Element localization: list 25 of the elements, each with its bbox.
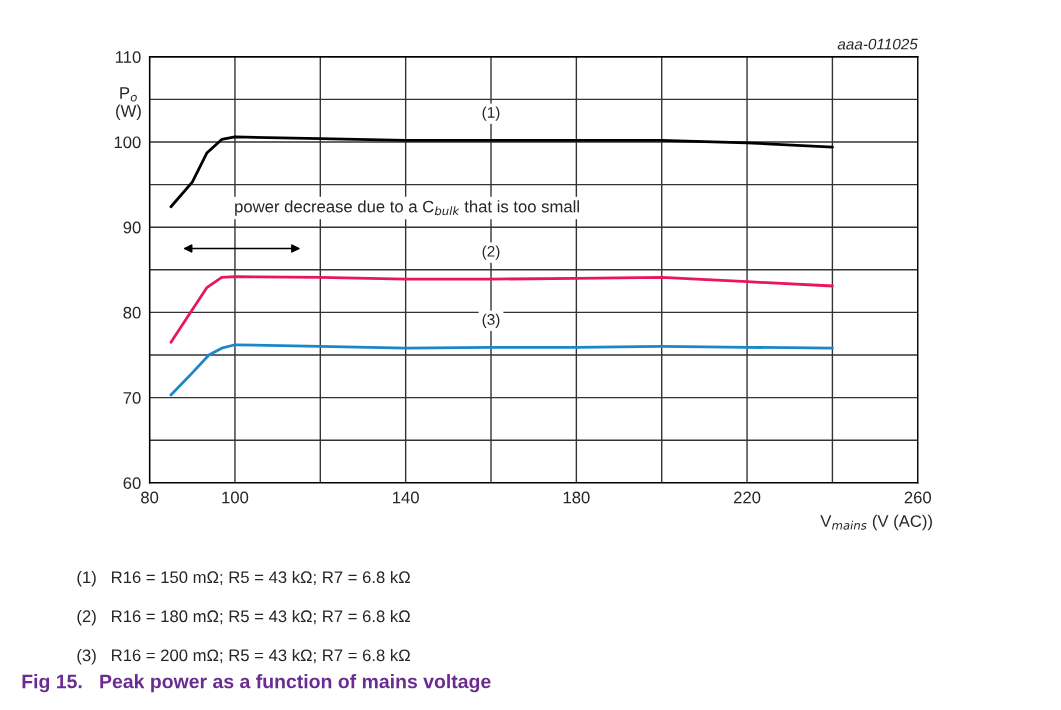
annotation: power decrease due to a C$_{bulk}$ that is too small <box>235 200 579 216</box>
x-tick-label: 80 <box>141 491 159 504</box>
text: Fig 15. Peak power as a function of mains voltage <box>22 674 491 693</box>
y-tick-label: 90 <box>123 221 141 234</box>
y-axis-title: P$_{o}$ (W) <box>116 87 141 121</box>
y-tick-label: 100 <box>114 136 141 149</box>
series-label: (2) <box>482 245 500 260</box>
series-label: (3) <box>482 313 500 328</box>
x-tick-label: 260 <box>904 491 932 504</box>
line-series <box>169 275 834 344</box>
x-tick-label: 100 <box>222 491 249 504</box>
y-tick-label: 110 <box>115 51 141 63</box>
line-series <box>169 343 834 397</box>
text: (3) R16 = 200 mΩ; R5 = 43 kΩ; R7 = 6.8 kΩ <box>77 648 410 665</box>
x-axis-title: V$_{mains}$ (V (AC)) <box>820 514 932 531</box>
text: (2) R16 = 180 mΩ; R5 = 43 kΩ; R7 = 6.8 kΩ <box>77 609 410 626</box>
y-tick-label: 70 <box>123 392 141 404</box>
series-label: (1) <box>482 106 500 121</box>
text: aaa-011025 <box>837 38 918 50</box>
y-tick-label: 80 <box>123 306 141 319</box>
x-tick-label: 180 <box>563 491 590 504</box>
x-tick-label: 140 <box>393 491 419 504</box>
y-tick-label: 60 <box>123 477 141 489</box>
text: (1) R16 = 150 mΩ; R5 = 43 kΩ; R7 = 6.8 kΩ <box>77 570 410 587</box>
x-tick-label: 220 <box>734 491 761 504</box>
